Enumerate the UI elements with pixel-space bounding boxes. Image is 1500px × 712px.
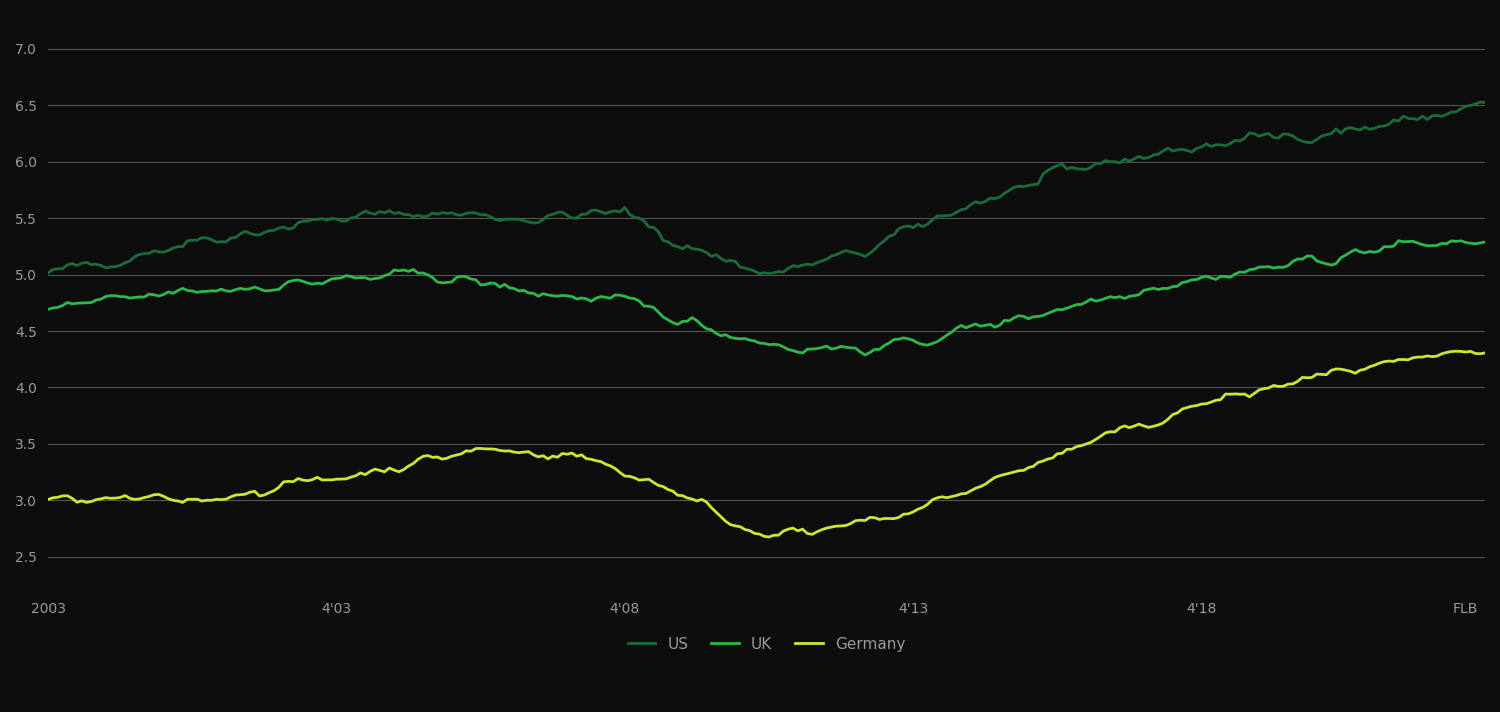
- Germany: [924, 496, 942, 504]
- Legend: US, UK, Germany: US, UK, Germany: [621, 631, 912, 658]
- Line: US: US: [48, 102, 1485, 273]
- Germany: [894, 510, 912, 518]
- UK: [1389, 236, 1407, 245]
- UK: [1476, 238, 1494, 246]
- Germany: [1476, 349, 1494, 357]
- UK: [894, 334, 912, 342]
- US: [1476, 98, 1494, 107]
- UK: [44, 304, 62, 313]
- Germany: [760, 533, 778, 541]
- US: [750, 269, 768, 278]
- Germany: [1448, 347, 1466, 355]
- Germany: [39, 496, 57, 504]
- Germany: [1256, 384, 1274, 393]
- US: [894, 223, 912, 231]
- Line: Germany: Germany: [48, 351, 1485, 537]
- Line: UK: UK: [48, 241, 1485, 355]
- Germany: [1346, 369, 1364, 377]
- Germany: [44, 493, 62, 502]
- US: [900, 221, 918, 230]
- Germany: [900, 510, 918, 518]
- UK: [924, 340, 942, 348]
- UK: [900, 335, 918, 343]
- US: [1256, 130, 1274, 139]
- US: [1346, 125, 1364, 133]
- UK: [1346, 246, 1364, 254]
- UK: [1256, 263, 1274, 271]
- US: [39, 268, 57, 277]
- US: [44, 265, 62, 273]
- US: [924, 216, 942, 224]
- US: [1472, 98, 1490, 106]
- UK: [39, 305, 57, 313]
- UK: [856, 351, 874, 360]
